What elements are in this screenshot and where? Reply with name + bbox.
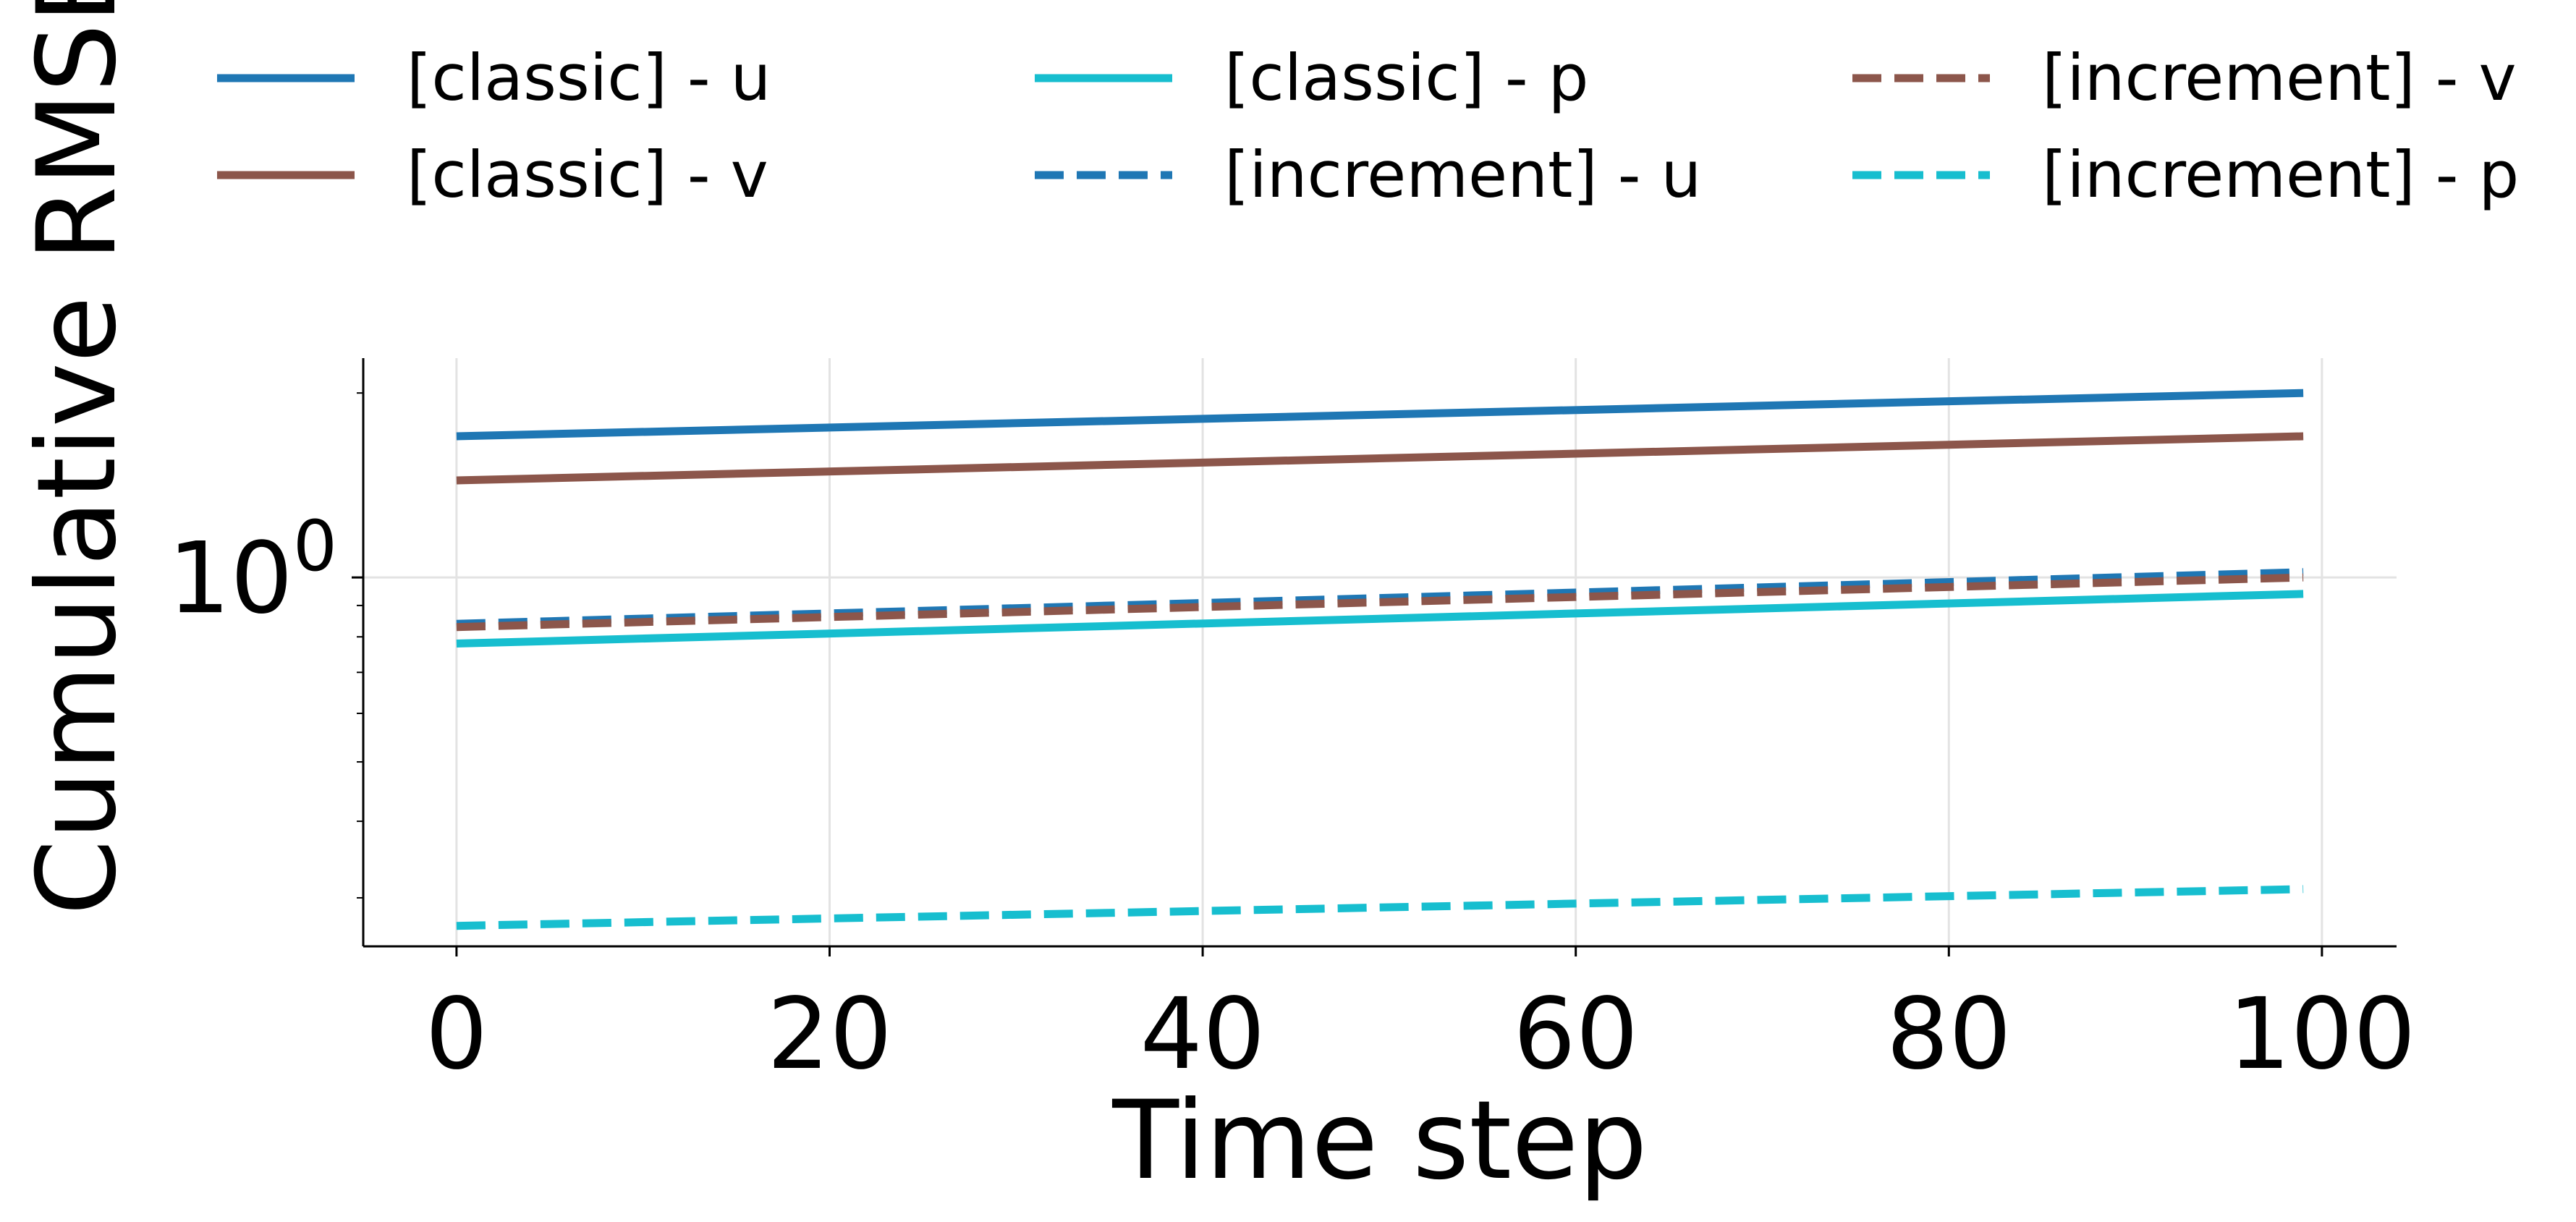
legend-label: [increment] - p [2042, 137, 2519, 212]
x-tick-label: 40 [1140, 977, 1266, 1092]
legend: [classic] - u [classic] - v [classic] - p [… [217, 41, 2519, 212]
series-line [456, 432, 2304, 485]
axes [352, 358, 2397, 956]
tick-labels: 0 20 40 60 80 100 100 [168, 506, 2416, 1092]
y-tick-label: 100 [168, 506, 337, 636]
series-line [456, 885, 2304, 930]
x-tick-label: 80 [1886, 977, 2012, 1092]
x-tick-label: 0 [425, 977, 488, 1092]
x-tick-label: 20 [767, 977, 892, 1092]
series-line [456, 389, 2304, 441]
y-axis-title: Cumulative RMSE [14, 0, 140, 915]
series-line [456, 573, 2304, 632]
legend-label: [increment] - v [2042, 41, 2517, 115]
legend-label: [increment] - u [1224, 137, 1701, 212]
x-tick-label: 100 [2228, 977, 2416, 1092]
legend-label: [classic] - v [407, 137, 768, 212]
grid-lines [363, 358, 2397, 946]
legend-label: [classic] - p [1224, 41, 1589, 115]
legend-label: [classic] - u [407, 41, 771, 115]
series-lines [456, 389, 2304, 930]
x-axis-title: Time step [1111, 1078, 1647, 1204]
x-tick-label: 60 [1513, 977, 1638, 1092]
series-line [456, 590, 2304, 648]
